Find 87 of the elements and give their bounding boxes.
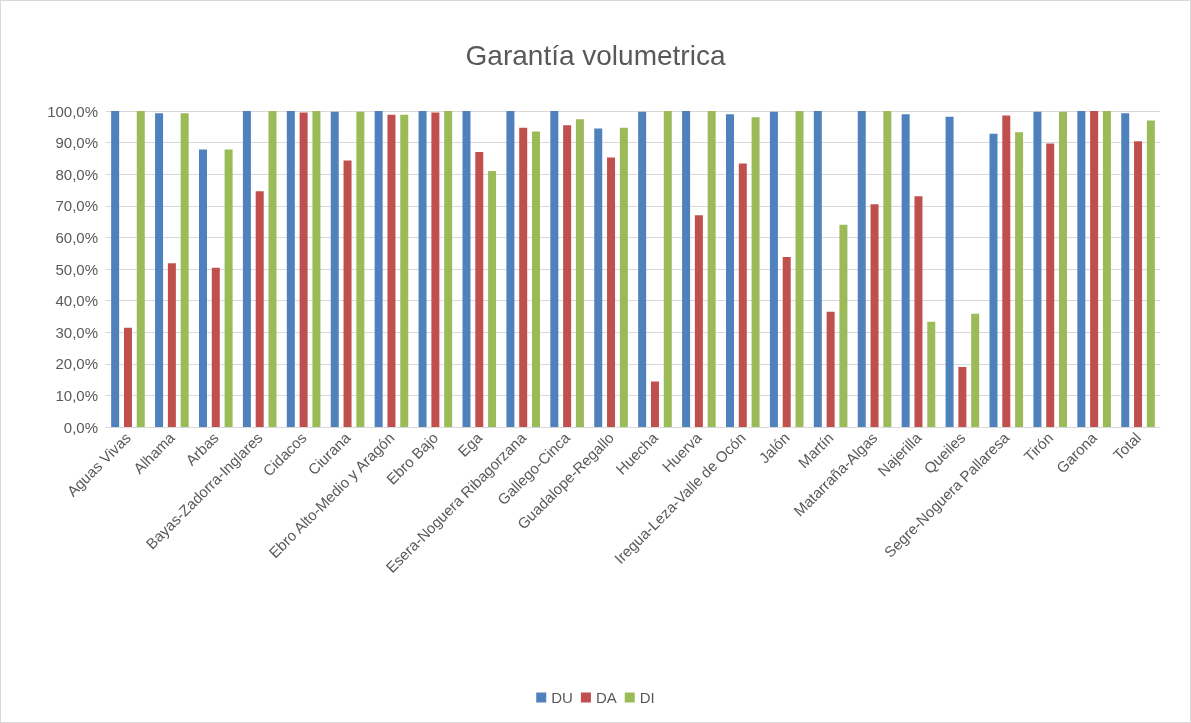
- bar: [945, 116, 954, 427]
- bar: [839, 224, 848, 427]
- y-tick-label: 20,0%: [55, 355, 98, 373]
- bar: [1090, 111, 1099, 427]
- bar: [387, 114, 396, 427]
- y-tick-label: 80,0%: [55, 165, 98, 183]
- bar: [550, 111, 559, 427]
- bar: [1015, 132, 1024, 427]
- bar: [782, 256, 791, 427]
- bar: [343, 160, 352, 427]
- bar: [563, 125, 572, 427]
- legend-label: DA: [595, 689, 617, 706]
- bar: [211, 267, 220, 427]
- bar: [738, 163, 747, 427]
- bar: [255, 191, 264, 427]
- bar: [167, 263, 176, 427]
- bar: [1046, 143, 1055, 427]
- y-tick-label: 60,0%: [55, 228, 98, 246]
- y-tick-label: 10,0%: [55, 386, 98, 404]
- bar: [111, 111, 120, 427]
- bar: [444, 111, 453, 427]
- bar: [431, 112, 440, 427]
- y-tick-label: 70,0%: [55, 197, 98, 215]
- bar: [475, 152, 484, 427]
- bar: [1033, 111, 1042, 427]
- y-tick-label: 90,0%: [55, 134, 98, 152]
- bar: [400, 114, 409, 427]
- y-tick-label: 50,0%: [55, 260, 98, 278]
- bar: [857, 111, 866, 427]
- bar: [286, 111, 295, 427]
- bar: [1059, 111, 1068, 427]
- bar: [883, 111, 892, 427]
- bar: [663, 111, 672, 427]
- bar: [155, 113, 164, 427]
- legend-label: DU: [551, 689, 573, 706]
- bar: [242, 111, 251, 427]
- bar: [268, 111, 277, 427]
- bar: [1102, 111, 1111, 427]
- bar: [330, 111, 339, 427]
- bar: [638, 111, 647, 427]
- bar: [813, 111, 822, 427]
- bar: [958, 366, 967, 427]
- bar: [594, 128, 603, 427]
- bar: [607, 157, 616, 427]
- bar: [650, 381, 659, 427]
- bar: [619, 127, 628, 427]
- bar: [1077, 111, 1086, 427]
- bar: [989, 133, 998, 427]
- bar: [506, 111, 515, 427]
- bar: [462, 111, 471, 427]
- bar: [725, 114, 734, 427]
- y-tick-label: 30,0%: [55, 323, 98, 341]
- y-tick-label: 40,0%: [55, 292, 98, 310]
- bar: [356, 111, 365, 427]
- bar: [694, 215, 703, 427]
- bar: [374, 111, 383, 427]
- bar: [180, 113, 189, 427]
- y-tick-label: 100,0%: [47, 102, 98, 120]
- bar: [751, 117, 760, 427]
- bar: [198, 149, 207, 427]
- bar: [1121, 113, 1130, 427]
- bar: [123, 327, 132, 427]
- bar: [1134, 141, 1143, 427]
- bar: [971, 313, 980, 427]
- bar: [224, 149, 233, 427]
- bar: [136, 111, 145, 427]
- bar: [312, 111, 321, 427]
- bar: [795, 111, 804, 427]
- bar: [682, 111, 691, 427]
- bar: [488, 171, 497, 427]
- bar: [769, 111, 778, 427]
- bar: [532, 131, 541, 427]
- bar: [575, 119, 584, 427]
- bar: [901, 114, 910, 427]
- bar: [299, 112, 308, 427]
- bar: [914, 196, 923, 427]
- bar: [826, 311, 835, 427]
- bar: [1002, 115, 1011, 427]
- bar: [418, 111, 427, 427]
- y-tick-label: 0,0%: [63, 418, 98, 436]
- chart-title: Garantía volumetrica: [465, 39, 726, 71]
- bar: [927, 321, 936, 427]
- bar: [870, 204, 879, 427]
- bar: [1146, 120, 1155, 427]
- bar: [707, 111, 716, 427]
- legend-label: DI: [639, 689, 655, 706]
- bar: [519, 127, 528, 427]
